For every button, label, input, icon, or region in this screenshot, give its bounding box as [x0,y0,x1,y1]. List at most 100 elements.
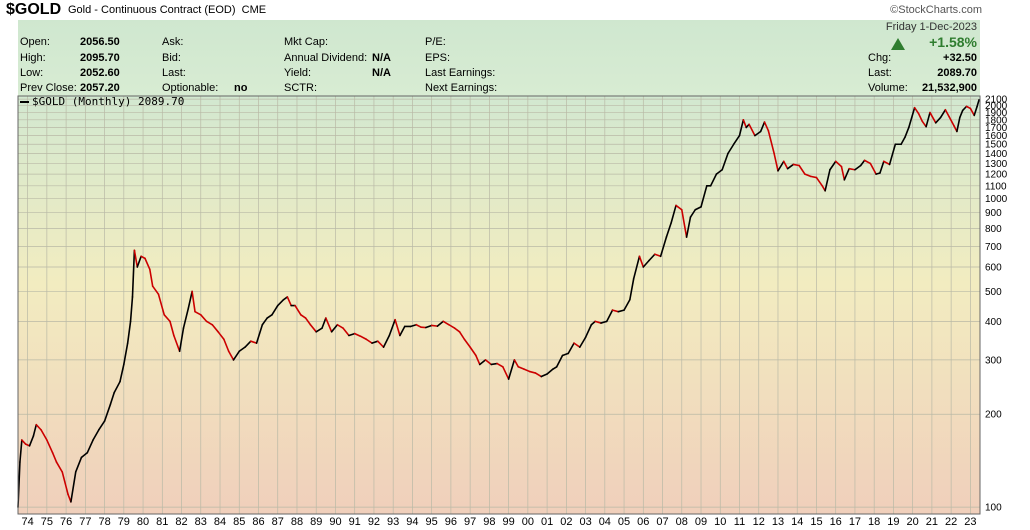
price-segment [238,346,246,353]
price-segment [956,116,961,133]
price-segment [74,456,83,473]
low-value: 2052.60 [80,67,120,79]
price-line [17,99,980,508]
eps-label: EPS: [425,52,451,64]
annual-dividend-label: Annual Dividend: [284,52,368,64]
x-tick-label: 13 [772,516,784,528]
x-tick-label: 80 [137,516,149,528]
price-segment [869,162,877,175]
price-segment [815,176,824,187]
y-tick-label: 1100 [985,181,1007,192]
price-segment [182,307,190,330]
x-tick-label: 02 [560,516,572,528]
price-segment [567,342,575,355]
price-segment [654,253,662,258]
y-tick-label: 1800 [985,115,1008,126]
price-segment [371,340,379,344]
price-segment [133,249,139,268]
annual-dividend-value: N/A [372,52,391,64]
price-segment [629,277,635,301]
y-tick-label: 100 [985,503,1002,514]
price-segment [961,105,968,112]
price-segment [342,327,350,337]
price-segment [144,257,151,271]
x-tick-label: 99 [502,516,514,528]
price-segment [325,317,333,333]
optionable-label: Optionable: [162,82,219,94]
price-segment [46,439,54,454]
price-segment [763,121,770,132]
x-tick-label: 01 [541,516,553,528]
price-segment [834,160,843,168]
x-tick-label: 03 [579,516,591,528]
price-segment [694,206,702,211]
x-tick-label: 75 [41,516,53,528]
price-segment [513,359,520,368]
price-segment [944,108,951,118]
y-tick-label: 600 [985,263,1002,274]
price-segment [523,368,531,373]
price-segment [561,352,570,357]
price-segment [976,99,980,108]
y-tick-label: 1000 [985,194,1008,205]
price-segment [148,268,154,288]
last-earnings-label: Last Earnings: [425,67,496,79]
price-segment [309,323,318,333]
price-segment [330,323,339,333]
price-segment [675,204,683,211]
y-tick-label: 1500 [985,140,1008,151]
x-tick-label: 00 [522,516,534,528]
exchange-label: CME [241,4,267,16]
x-tick-label: 23 [964,516,976,528]
price-segment [973,105,978,117]
price-segment [187,290,193,310]
price-segment [109,391,115,406]
plot-border [17,95,981,515]
price-segment [35,423,42,431]
price-segment [670,204,677,224]
y-tick-label: 700 [985,242,1002,253]
x-tick-label: 82 [175,516,187,528]
price-segment [51,451,58,463]
price-segment [376,340,385,348]
price-segment [223,338,230,353]
y-tick-label: 2100 [985,95,1008,106]
price-segment [436,320,445,327]
y-tick-label: 1700 [985,123,1008,134]
x-axis-labels: 74 75 76 77 78 79 80 81 82 83 84 85 86 87 88 89 90 91 92 93… [21,516,976,528]
price-segment [409,323,418,328]
price-segment [617,309,625,313]
price-segment [276,298,285,307]
price-segment [255,323,264,344]
y-tick-label: 2000 [985,101,1008,112]
price-segment [21,439,27,445]
chg-value: +32.50 [943,52,977,64]
price-segment [689,208,697,219]
last-price-label: Last: [868,67,892,79]
quote-date: Friday 1-Dec-2023 [885,21,977,33]
price-segment [939,108,947,119]
price-segment [969,107,976,117]
price-segment [250,340,258,344]
price-segment [854,164,862,171]
price-segment [642,259,650,268]
price-segment [840,165,846,181]
price-segment [136,255,142,268]
price-segment [286,296,293,307]
high-label: High: [20,52,46,64]
x-tick-label: 93 [387,516,399,528]
legend-label: $GOLD (Monthly) 2089.70 [32,95,185,108]
price-segment [40,429,48,441]
price-segment [773,152,779,172]
y-tick-label: 400 [985,317,1002,328]
high-value: 2095.70 [80,52,120,64]
price-segment [700,185,708,208]
price-segment [600,320,608,324]
x-tick-label: 18 [868,516,880,528]
x-tick-label: 85 [233,516,245,528]
price-segment [888,143,897,166]
price-segment [61,471,69,496]
x-tick-label: 95 [426,516,438,528]
price-segment [131,249,136,298]
x-tick-label: 90 [329,516,341,528]
